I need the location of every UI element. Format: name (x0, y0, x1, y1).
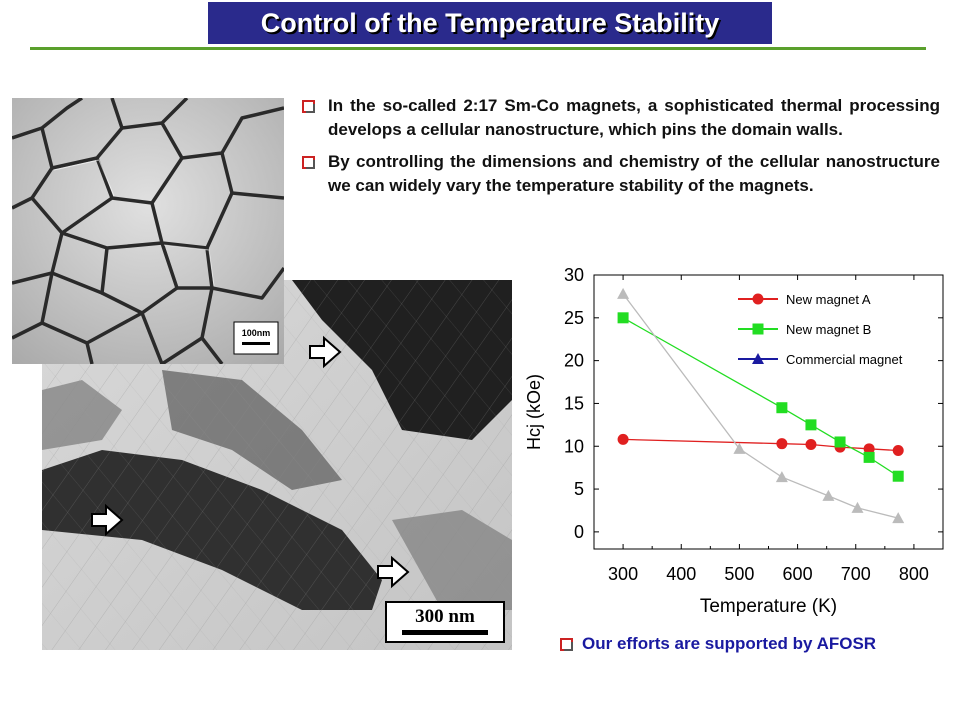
y-tick-label: 20 (564, 351, 584, 371)
y-tick-label: 15 (564, 393, 584, 413)
legend-marker (752, 353, 764, 364)
data-point (776, 438, 788, 450)
x-tick-label: 300 (608, 564, 638, 584)
data-point (805, 439, 817, 451)
cellular-nanostructure-image: 100nm (12, 98, 284, 364)
legend-label: New magnet A (786, 292, 871, 307)
bullet-item: In the so-called 2:17 Sm-Co magnets, a s… (300, 94, 940, 142)
data-point (617, 287, 630, 299)
y-tick-label: 10 (564, 436, 584, 456)
legend-marker (752, 323, 764, 335)
bullet-text: By controlling the dimensions and chemis… (328, 152, 940, 195)
legend-label: Commercial magnet (786, 352, 903, 367)
y-tick-label: 5 (574, 479, 584, 499)
data-point (805, 419, 817, 431)
coercivity-chart: 300 400 500 600 700 800 0 5 10 15 20 25 30 Temperatur… (510, 255, 950, 635)
bullet-list: In the so-called 2:17 Sm-Co magnets, a s… (300, 94, 940, 206)
y-axis-label: Hcj (kOe) (524, 374, 544, 450)
series-line (622, 317, 899, 477)
series-line (623, 438, 899, 452)
legend-marker (752, 293, 764, 305)
arrow-marker-icon (91, 503, 124, 537)
scale-bar-box (385, 601, 505, 643)
data-point (617, 433, 629, 445)
arrow-marker-icon (309, 335, 342, 369)
data-point (775, 471, 788, 483)
x-tick-label: 800 (899, 564, 929, 584)
checkbox-bullet-icon (560, 638, 573, 651)
plot-frame (593, 274, 944, 550)
title-underline (30, 47, 926, 50)
data-point (733, 442, 746, 454)
x-tick-label: 500 (724, 564, 754, 584)
data-point (834, 436, 846, 448)
arrow-marker-icon (377, 555, 410, 589)
scale-bar-label: 300 nm (415, 606, 475, 627)
checkbox-bullet-icon (302, 100, 315, 113)
scale-bar-label: 100nm (242, 328, 271, 338)
bullet-item: By controlling the dimensions and chemis… (300, 150, 940, 198)
series-line (622, 293, 899, 519)
x-tick-label: 700 (841, 564, 871, 584)
slide-title: Control of the Temperature Stability (260, 7, 720, 38)
y-tick-label: 30 (564, 265, 584, 285)
y-tick-label: 25 (564, 308, 584, 328)
data-point (892, 470, 904, 482)
x-axis-label: Temperature (K) (700, 596, 837, 617)
title-banner: Control of the Temperature Stability (208, 2, 772, 44)
checkbox-bullet-icon (302, 156, 315, 169)
support-text: Our efforts are supported by AFOSR (582, 634, 877, 653)
y-tick-label: 0 (574, 522, 584, 542)
data-point (617, 312, 629, 324)
legend-label: New magnet B (786, 322, 871, 337)
data-point (863, 443, 875, 455)
bullet-text: In the so-called 2:17 Sm-Co magnets, a s… (328, 96, 940, 139)
data-point (892, 512, 905, 524)
data-point (892, 445, 904, 457)
x-tick-label: 600 (783, 564, 813, 584)
data-point (851, 501, 864, 513)
data-point (776, 402, 788, 414)
data-point (863, 451, 875, 463)
data-point (822, 489, 835, 501)
x-tick-label: 400 (666, 564, 696, 584)
support-note: Our efforts are supported by AFOSR (560, 634, 960, 654)
chart-svg: 300 400 500 600 700 800 0 5 10 15 20 25 30 Temperatur… (524, 265, 944, 617)
